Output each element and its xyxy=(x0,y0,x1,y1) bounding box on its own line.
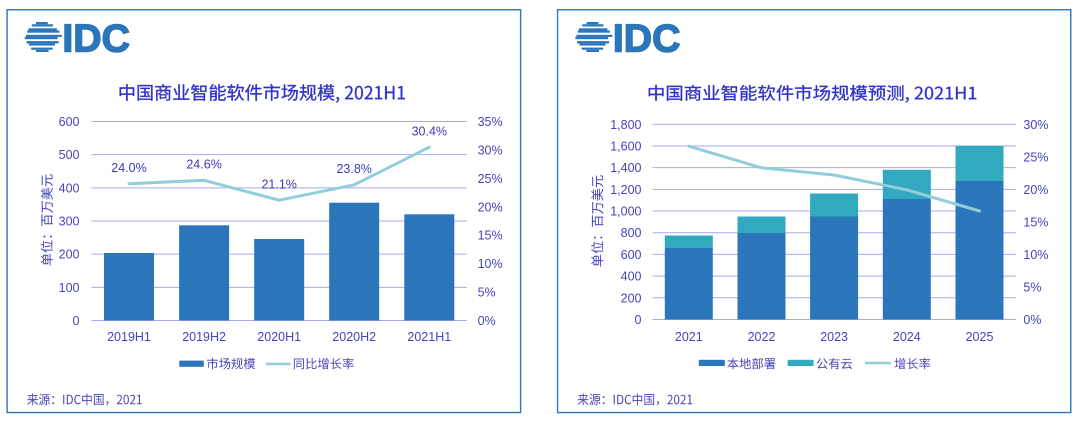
svg-text:800: 800 xyxy=(621,226,642,240)
svg-text:100: 100 xyxy=(59,281,80,295)
svg-text:25%: 25% xyxy=(478,172,503,186)
svg-text:24.0%: 24.0% xyxy=(111,161,146,175)
svg-text:0%: 0% xyxy=(1023,313,1041,327)
svg-text:2023: 2023 xyxy=(820,330,848,344)
svg-text:30.4%: 30.4% xyxy=(412,125,447,139)
svg-text:21.1%: 21.1% xyxy=(261,178,296,192)
svg-text:10%: 10% xyxy=(478,257,503,271)
svg-text:2021H1: 2021H1 xyxy=(407,330,451,344)
svg-text:2022: 2022 xyxy=(748,330,776,344)
svg-text:15%: 15% xyxy=(478,229,503,243)
svg-text:2019H2: 2019H2 xyxy=(182,330,226,344)
svg-text:2019H1: 2019H1 xyxy=(107,330,151,344)
svg-text:2021: 2021 xyxy=(675,330,703,344)
svg-text:30%: 30% xyxy=(1023,118,1048,132)
svg-text:20%: 20% xyxy=(1023,183,1048,197)
svg-text:2025: 2025 xyxy=(966,330,994,344)
svg-text:400: 400 xyxy=(621,270,642,284)
svg-text:10%: 10% xyxy=(1023,248,1048,262)
svg-text:1,200: 1,200 xyxy=(610,183,641,197)
svg-text:600: 600 xyxy=(59,115,80,129)
svg-text:5%: 5% xyxy=(1023,281,1041,295)
svg-text:0: 0 xyxy=(73,314,80,328)
svg-text:500: 500 xyxy=(59,148,80,162)
svg-text:2024: 2024 xyxy=(893,330,921,344)
svg-text:35%: 35% xyxy=(478,115,503,129)
svg-text:1,400: 1,400 xyxy=(610,161,641,175)
svg-text:23.8%: 23.8% xyxy=(336,162,371,176)
svg-text:30%: 30% xyxy=(478,143,503,157)
svg-text:IDC: IDC xyxy=(62,17,129,60)
svg-text:24.6%: 24.6% xyxy=(186,158,221,172)
svg-text:0: 0 xyxy=(635,313,642,327)
svg-text:1,800: 1,800 xyxy=(610,118,641,132)
svg-text:300: 300 xyxy=(59,215,80,229)
svg-text:15%: 15% xyxy=(1023,215,1048,229)
svg-text:400: 400 xyxy=(59,181,80,195)
svg-text:0%: 0% xyxy=(478,314,496,328)
svg-text:200: 200 xyxy=(59,248,80,262)
svg-text:1,000: 1,000 xyxy=(610,205,641,219)
svg-text:200: 200 xyxy=(621,291,642,305)
svg-text:5%: 5% xyxy=(478,286,496,300)
svg-text:20%: 20% xyxy=(478,200,503,214)
svg-text:IDC: IDC xyxy=(613,17,681,60)
svg-text:1,600: 1,600 xyxy=(610,140,641,154)
svg-text:2020H1: 2020H1 xyxy=(257,330,301,344)
svg-text:600: 600 xyxy=(621,248,642,262)
svg-text:2020H2: 2020H2 xyxy=(332,330,376,344)
svg-text:25%: 25% xyxy=(1023,150,1048,164)
